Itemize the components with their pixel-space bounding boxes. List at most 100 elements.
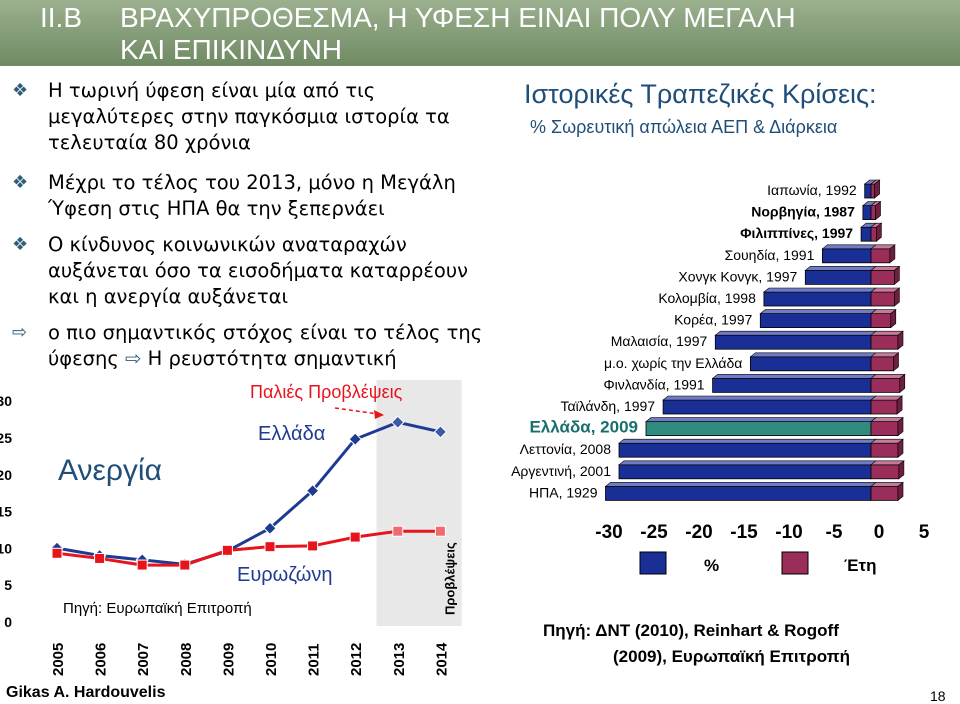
bullet-2: ❖ Μέχρι το τέλος του 2013, μόνο η Μεγάλη… [12, 170, 482, 224]
right-chart-title: Ιστορικές Τραπεζικές Κρίσεις: [524, 79, 877, 109]
x-tick-label: -5 [826, 522, 843, 543]
unemployment-line-chart: 0 5 10 15 20 25 30 2005 2006 2007 2008 2009 2010 2011… [0, 380, 462, 676]
bar-category-label: Κορέα, 1997 [674, 312, 752, 328]
pct-bar [714, 334, 872, 350]
pct-bar-top [714, 330, 877, 336]
greece-label: Ελλάδα [258, 423, 325, 445]
old-forecasts-arrow [334, 407, 379, 415]
years-bar [870, 464, 900, 480]
bullet-1: ❖ Η τωρινή ύφεση είναι μία από τις μεγαλ… [12, 78, 482, 158]
bar-category-label: Μαλαισία, 1997 [611, 333, 708, 349]
pct-bar [763, 291, 872, 307]
eurozone-label: Ευρωζώνη [237, 564, 333, 586]
years-bar-side [874, 179, 880, 199]
euro-series-point [307, 540, 319, 552]
x-tick-label: 2011 [306, 643, 323, 676]
euro-series-point [51, 547, 63, 559]
y-tick-label: 5 [4, 577, 12, 593]
pct-bar [860, 226, 872, 242]
x-tick-label: 2007 [135, 643, 152, 676]
line-chart-axes: 0 5 10 15 20 25 30 2005 2006 2007 2008 2009 2010 2011… [0, 393, 450, 676]
years-bar-side [890, 308, 897, 329]
x-tick-label: 2014 [433, 642, 450, 676]
pct-bar-top [759, 309, 877, 314]
years-bar-top [870, 482, 904, 487]
bar-category-label: Χονγκ Κονγκ, 1997 [678, 268, 797, 284]
euro-series-point [179, 559, 191, 571]
pct-bar [864, 183, 872, 199]
pct-bar [804, 269, 872, 285]
pct-bar [618, 442, 872, 458]
legend-pct-swatch [639, 551, 667, 575]
bar-category-label: Αργεντινή, 2001 [511, 463, 611, 479]
bar-category-label: Φινλανδία, 1991 [604, 376, 705, 392]
pct-bar-top [763, 287, 877, 293]
x-tick-label: -15 [730, 522, 758, 543]
years-bar [870, 442, 899, 458]
years-bar-side [876, 222, 882, 242]
bar-category-label: Νορβηγία, 1987 [751, 204, 855, 220]
bar-chart-bars [604, 179, 906, 502]
slide-title-line2: ΚΑΙ ΕΠΙΚΙΝΔΥΝΗ [120, 34, 343, 65]
x-tick-label: -20 [685, 522, 712, 543]
old-forecasts-label: Παλιές Προβλέψεις [250, 382, 403, 402]
greece-series-line [56, 420, 441, 566]
pct-bar [712, 377, 872, 393]
bar-category-label: Κολομβία, 1998 [658, 290, 756, 306]
pct-bar [749, 356, 872, 372]
x-tick-label: 2005 [50, 643, 67, 676]
x-tick-label: 2009 [220, 643, 237, 676]
greece-series-point [433, 425, 448, 439]
forecast-shade [376, 380, 462, 626]
years-bar [870, 269, 895, 285]
legend-pct-label: % [704, 556, 719, 575]
bar-category-label: Φιλιππίνες, 1997 [740, 225, 853, 241]
euro-series-point [136, 559, 148, 571]
bar-chart-axis: -30 -25 -20 -15 -10 -5 0 5 [595, 522, 929, 543]
years-bar [870, 291, 895, 307]
pct-bar-top [804, 266, 877, 271]
pct-bar [605, 485, 872, 501]
diamond-bullet-icon: ❖ [12, 80, 29, 101]
years-bar [870, 356, 894, 372]
years-bar [870, 183, 875, 199]
bullet-2-text: Μέχρι το τέλος του 2013, μόνο η Μεγάλη Ύ… [48, 171, 456, 220]
years-bar-top [870, 374, 906, 379]
years-bar-side [897, 438, 904, 458]
euro-series-point [392, 525, 404, 537]
years-bar [870, 377, 901, 393]
section-number: II.B [40, 2, 83, 33]
years-bar-side [897, 416, 904, 437]
pct-bar [662, 399, 872, 415]
bullet-1-text: Η τωρινή ύφεση είναι μία από τις μεγαλύτ… [48, 79, 450, 154]
years-bar [870, 226, 877, 242]
euro-series-point [349, 531, 361, 543]
x-tick-label: -10 [775, 522, 802, 543]
bullet-4: ⇨ ο πιο σημαντικός στόχος είναι το τέλος… [12, 320, 482, 374]
forecasts-label: Προβλέψεις [442, 542, 457, 615]
pct-bar-top [618, 460, 877, 466]
right-chart-source-line1: Πηγή: ΔΝΤ (2010), Reinhart & Rogoff [543, 621, 839, 640]
pct-bar [759, 313, 872, 329]
y-tick-label: 30 [0, 393, 12, 409]
old-forecasts-arrowhead [374, 410, 384, 419]
bullet-4-text-a: ο πιο σημαντικός στόχος είναι το τέλος τ… [48, 321, 483, 370]
pct-bar-top [604, 482, 877, 487]
line-chart-labels: Ανεργία Ελλάδα Ευρωζώνη Παλιές Προβλέψεις Πρ… [58, 382, 457, 615]
euro-series-line [56, 529, 441, 567]
bullet-4-text-b: Η ρευστότητα σημαντική [147, 347, 397, 370]
crisis-bar-chart: Ιαπωνία, 1992 Νορβηγία, 1987 Φιλιππίνες, 1… [511, 179, 930, 575]
bar-chart-category-labels: Ιαπωνία, 1992 Νορβηγία, 1987 Φιλιππίνες, 1… [511, 182, 857, 500]
years-bar [870, 485, 899, 501]
greece-series-point [391, 415, 405, 429]
years-bar-side [898, 460, 905, 480]
x-tick-label: 5 [919, 522, 930, 543]
forecast-shade-group [376, 380, 462, 626]
x-tick-label: 2013 [391, 643, 408, 676]
x-tick-label: 2008 [178, 643, 195, 676]
years-bar [870, 205, 876, 220]
years-bar-side [894, 287, 900, 307]
line-chart-series [50, 415, 448, 572]
years-bar-top [870, 460, 905, 466]
years-bar-side [889, 244, 896, 264]
